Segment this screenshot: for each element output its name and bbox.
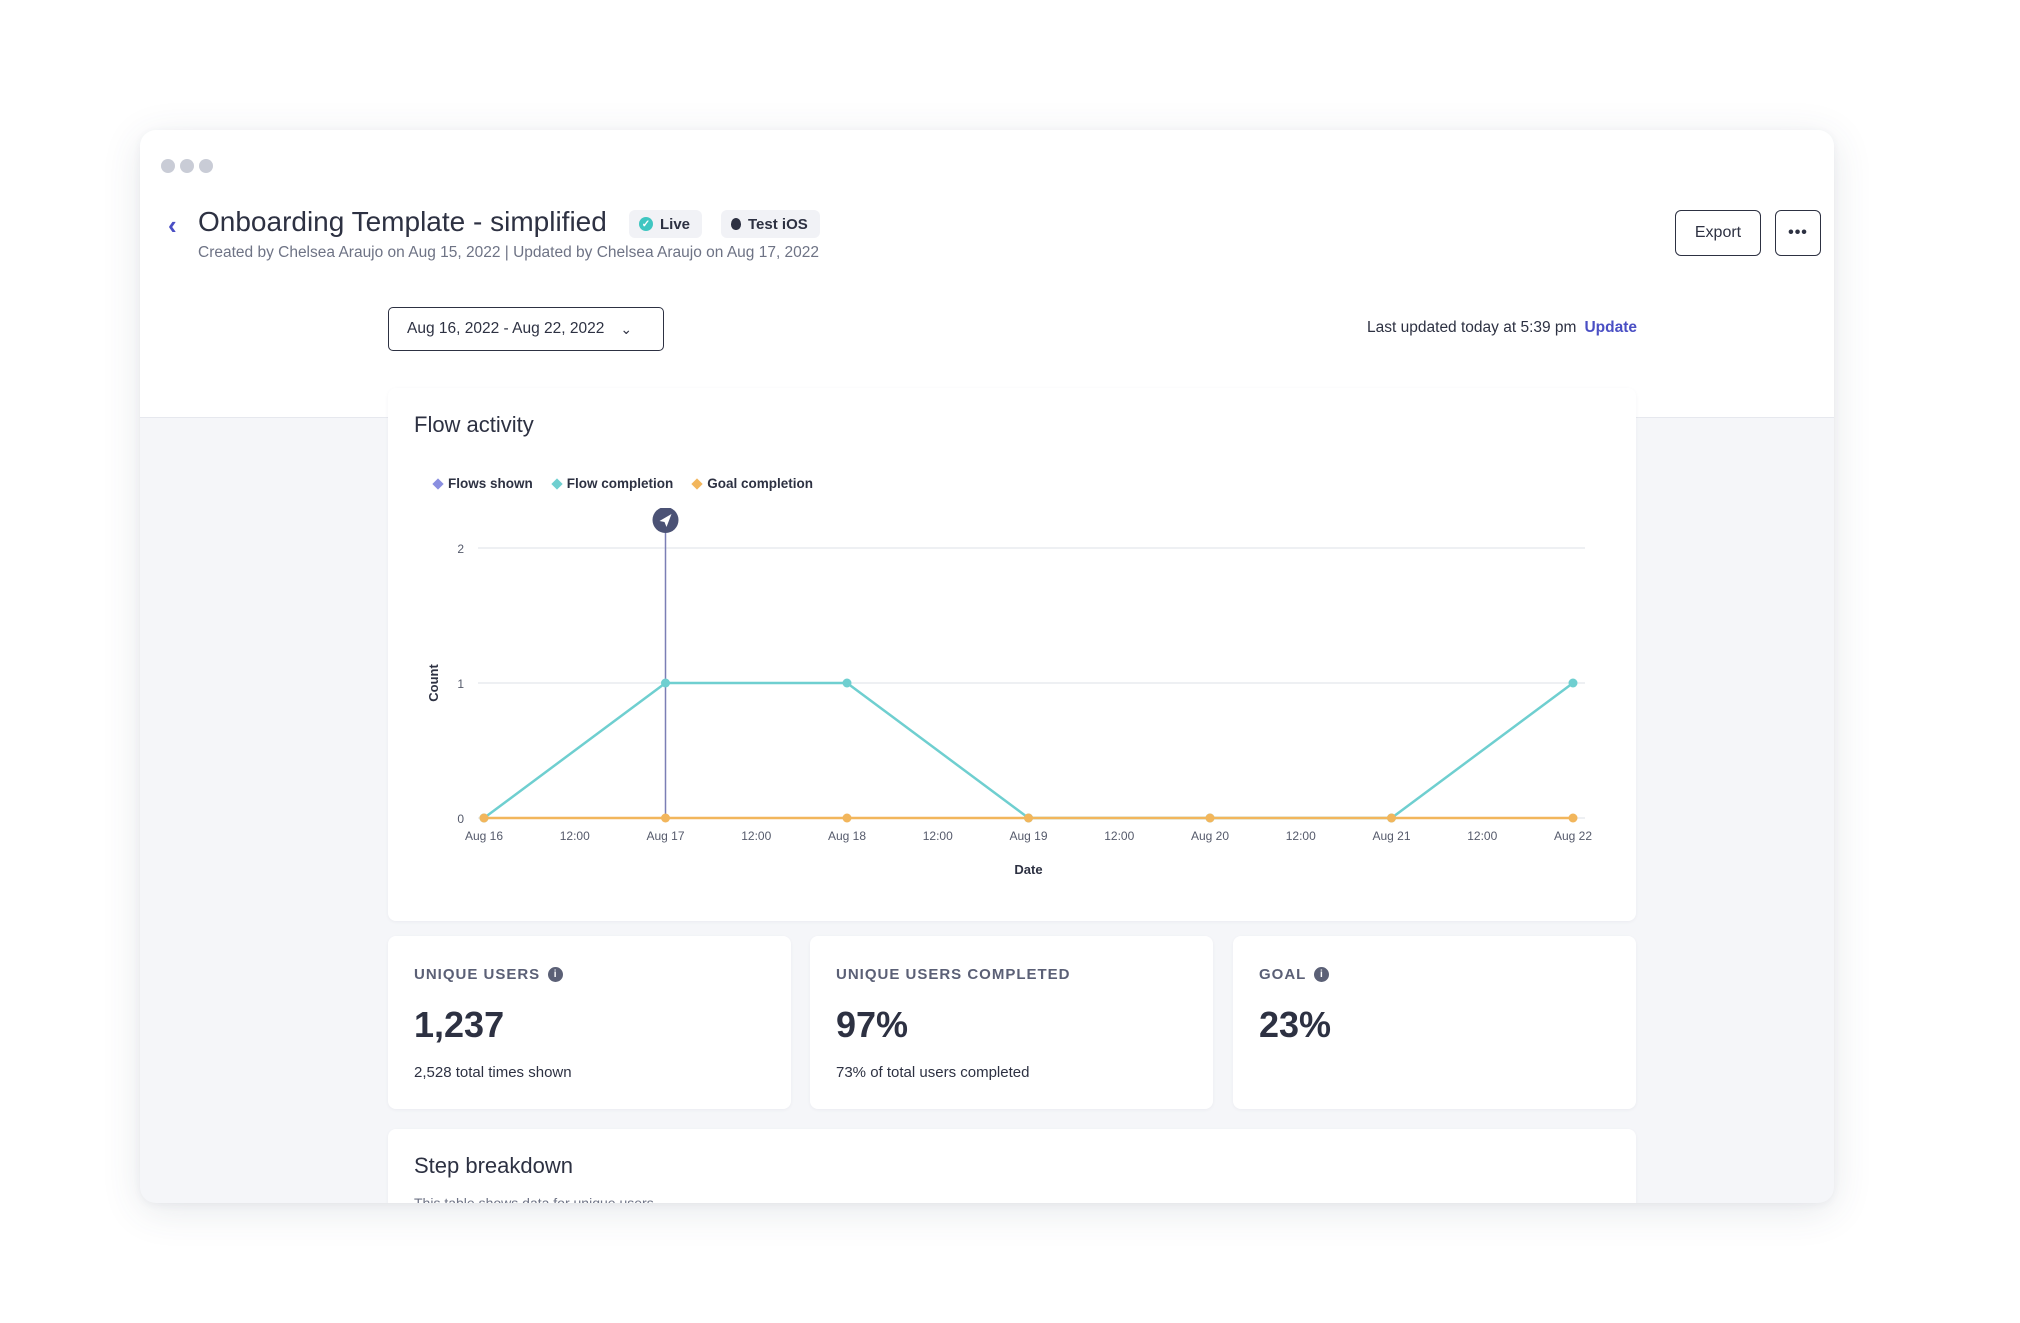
stat-label: GOAL i bbox=[1259, 966, 1330, 983]
platform-badge-label: Test iOS bbox=[748, 215, 808, 233]
stat-label: UNIQUE USERS i bbox=[414, 966, 564, 983]
stat-card-unique-users: UNIQUE USERS i 1,237 2,528 total times s… bbox=[388, 936, 791, 1109]
x-tick-label: 12:00 bbox=[560, 829, 590, 843]
window-titlebar bbox=[140, 130, 1834, 198]
export-button[interactable]: Export bbox=[1675, 210, 1761, 256]
last-updated-text: Last updated today at 5:39 pm bbox=[1367, 319, 1577, 336]
x-tick-label: Aug 20 bbox=[1191, 829, 1229, 843]
step-breakdown-card: Step breakdown This table shows data for… bbox=[388, 1129, 1636, 1203]
x-tick-label: 12:00 bbox=[741, 829, 771, 843]
window-dot-2[interactable] bbox=[180, 159, 194, 173]
legend-item-flow-completion[interactable]: Flow completion bbox=[551, 476, 674, 491]
stat-label-text: UNIQUE USERS bbox=[414, 966, 541, 983]
step-breakdown-title: Step breakdown bbox=[414, 1153, 573, 1178]
page-title: Onboarding Template - simplified bbox=[198, 206, 607, 237]
chevron-down-icon: ⌄ bbox=[620, 320, 633, 337]
legend-swatch bbox=[432, 477, 444, 490]
window-controls bbox=[161, 159, 213, 173]
flow-activity-chart: 0 1 2 Count Aug 16 12:00 Aug 17 12:00 Aug 18 12:0… bbox=[426, 508, 1592, 877]
x-tick-label: Aug 16 bbox=[465, 829, 503, 843]
status-badge-live: ✓ Live bbox=[629, 210, 703, 238]
legend-item-goal-completion[interactable]: Goal completion bbox=[691, 476, 814, 491]
update-link[interactable]: Update bbox=[1584, 319, 1637, 336]
more-options-button[interactable]: ••• bbox=[1775, 210, 1821, 256]
legend-label: Flows shown bbox=[448, 476, 533, 491]
page-subtitle: Created by Chelsea Araujo on Aug 15, 202… bbox=[198, 244, 820, 261]
legend-label: Flow completion bbox=[566, 476, 674, 491]
stat-subtext: 2,528 total times shown bbox=[414, 1064, 572, 1081]
x-tick-label: 12:00 bbox=[1467, 829, 1497, 843]
data-point bbox=[1568, 813, 1578, 823]
stat-label-text: GOAL bbox=[1259, 966, 1307, 983]
back-chevron-icon[interactable]: ‹ bbox=[168, 210, 177, 240]
flow-activity-title: Flow activity bbox=[414, 412, 534, 437]
x-tick-label: 12:00 bbox=[923, 829, 953, 843]
check-circle-icon: ✓ bbox=[639, 217, 653, 231]
last-updated: Last updated today at 5:39 pm Update bbox=[1367, 319, 1637, 337]
data-point bbox=[1387, 813, 1396, 823]
window-dot-3[interactable] bbox=[199, 159, 213, 173]
info-icon[interactable]: i bbox=[548, 967, 564, 982]
flow-activity-card: Flow activity Flows shown Flow completio… bbox=[388, 388, 1636, 921]
legend-item-flows-shown[interactable]: Flows shown bbox=[432, 476, 533, 491]
data-point bbox=[1568, 678, 1578, 688]
send-icon-glyph bbox=[659, 514, 672, 527]
x-tick-label: 12:00 bbox=[1286, 829, 1316, 843]
y-tick-label: 0 bbox=[457, 812, 464, 826]
stat-card-unique-users-completed: UNIQUE USERS COMPLETED 97% 73% of total … bbox=[810, 936, 1213, 1109]
date-range-value: Aug 16, 2022 - Aug 22, 2022 bbox=[407, 320, 605, 337]
status-badge-label: Live bbox=[660, 215, 691, 233]
legend-label: Goal completion bbox=[707, 476, 814, 491]
x-tick-label: Aug 21 bbox=[1372, 829, 1410, 843]
stat-card-goal: GOAL i 23% bbox=[1233, 936, 1636, 1109]
y-tick-label: 2 bbox=[457, 542, 464, 556]
x-tick-label: Aug 19 bbox=[1009, 829, 1047, 843]
data-point bbox=[479, 813, 489, 823]
stat-value: 97% bbox=[836, 1004, 909, 1045]
data-point bbox=[1205, 813, 1215, 823]
data-point bbox=[1024, 813, 1033, 823]
data-point bbox=[842, 813, 852, 823]
x-axis-label: Date bbox=[1014, 862, 1042, 877]
info-icon[interactable]: i bbox=[1314, 967, 1330, 982]
legend-swatch bbox=[691, 477, 703, 490]
step-breakdown-subtitle: This table shows data for unique users bbox=[414, 1195, 654, 1203]
stat-subtext: 73% of total users completed bbox=[836, 1064, 1030, 1081]
series-line bbox=[483, 681, 1574, 820]
x-tick-label: Aug 18 bbox=[828, 829, 866, 843]
x-tick-label: 12:00 bbox=[1104, 829, 1134, 843]
stat-label: UNIQUE USERS COMPLETED bbox=[836, 966, 1071, 983]
data-point bbox=[661, 678, 670, 688]
window-dot-1[interactable] bbox=[161, 159, 175, 173]
legend-swatch bbox=[551, 477, 563, 490]
date-range-select[interactable]: Aug 16, 2022 - Aug 22, 2022 ⌄ bbox=[388, 307, 664, 351]
apple-icon bbox=[731, 218, 741, 230]
chart-legend: Flows shown Flow completion Goal complet… bbox=[432, 476, 814, 491]
stat-label-text: UNIQUE USERS COMPLETED bbox=[836, 966, 1071, 983]
app-window: ‹ Onboarding Template - simplified ✓ Liv… bbox=[140, 130, 1834, 1203]
y-axis-label: Count bbox=[426, 664, 441, 702]
x-tick-label: Aug 22 bbox=[1554, 829, 1592, 843]
y-tick-label: 1 bbox=[457, 677, 464, 691]
x-tick-label: Aug 17 bbox=[646, 829, 684, 843]
data-point bbox=[842, 678, 852, 688]
platform-badge: Test iOS bbox=[721, 210, 820, 238]
stat-value: 23% bbox=[1259, 1004, 1332, 1045]
data-point bbox=[661, 813, 670, 823]
stat-value: 1,237 bbox=[414, 1004, 505, 1045]
